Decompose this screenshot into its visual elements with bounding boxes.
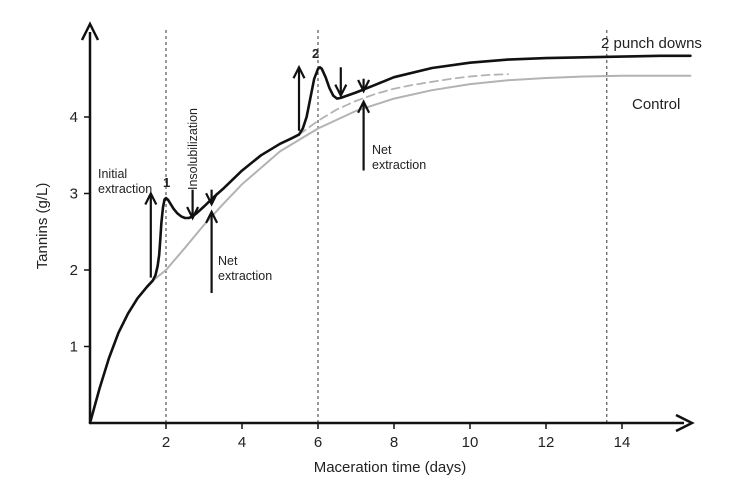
x-tick-label-12: 12 — [538, 434, 555, 451]
initial-extraction-arrow — [144, 191, 158, 278]
annotation-initial-line1: Initial — [98, 167, 127, 181]
initial-extraction-arrow-head — [144, 191, 158, 205]
net-extraction-2-down-arrow-head — [357, 79, 371, 94]
net-extraction-1-up-arrow — [205, 209, 219, 293]
net-extraction-1-up-arrow-head — [205, 209, 219, 224]
annotation-initial-line2: extraction — [98, 182, 152, 196]
insolubilization-arrow-head — [186, 206, 200, 221]
annotation-net2-line1: Net — [372, 143, 392, 157]
series-label-punch-downs: 2 punch downs — [601, 35, 702, 52]
y-tick-label-1: 1 — [70, 339, 78, 356]
series-group — [88, 54, 692, 425]
axes — [80, 21, 695, 433]
second-insolubilization-arrow-head — [334, 84, 348, 99]
y-tick-label-2: 2 — [70, 262, 78, 279]
y-axis-title: Tannins (g/L) — [34, 183, 51, 270]
series-label-control: Control — [632, 96, 680, 113]
second-punch-arrow-head — [292, 64, 306, 79]
annotation-marker-1: 1 — [163, 175, 170, 190]
annotation-net1-line1: Net — [218, 254, 238, 268]
x-tick-label-14: 14 — [614, 434, 631, 451]
y-tick-label-3: 3 — [70, 186, 78, 203]
x-axis-title: Maceration time (days) — [314, 459, 467, 476]
net-extraction-2-up-arrow-head — [357, 99, 371, 114]
net-extraction-2-down-arrow — [357, 78, 371, 94]
x-tick-label-10: 10 — [462, 434, 479, 451]
series-line-control — [89, 74, 692, 424]
annotation-insolubilization: Insolubilization — [186, 108, 200, 190]
net-extraction-2-up-arrow — [357, 99, 371, 171]
reference-lines — [165, 28, 608, 423]
x-axis-arrowhead — [675, 413, 695, 433]
second-punch-arrow — [292, 64, 306, 131]
x-tick-label-6: 6 — [314, 434, 322, 451]
x-tick-label-8: 8 — [390, 434, 398, 451]
y-axis-arrowhead — [80, 21, 100, 41]
net-extraction-1-down-arrow — [205, 189, 219, 207]
x-tick-label-4: 4 — [238, 434, 246, 451]
series-line-dashed-projection — [298, 73, 509, 136]
annotation-net1-line2: extraction — [218, 269, 272, 283]
x-tick-label-2: 2 — [162, 434, 170, 451]
series-line-2-punch-downs — [88, 54, 692, 425]
net-extraction-1-down-arrow-head — [205, 192, 219, 207]
insolubilization-arrow — [186, 189, 200, 221]
annotation-marker-2: 2 — [312, 46, 319, 61]
y-tick-label-4: 4 — [70, 109, 78, 126]
second-insolubilization-arrow — [334, 67, 348, 99]
annotation-arrows — [144, 64, 371, 293]
annotation-net2-line2: extraction — [372, 158, 426, 172]
